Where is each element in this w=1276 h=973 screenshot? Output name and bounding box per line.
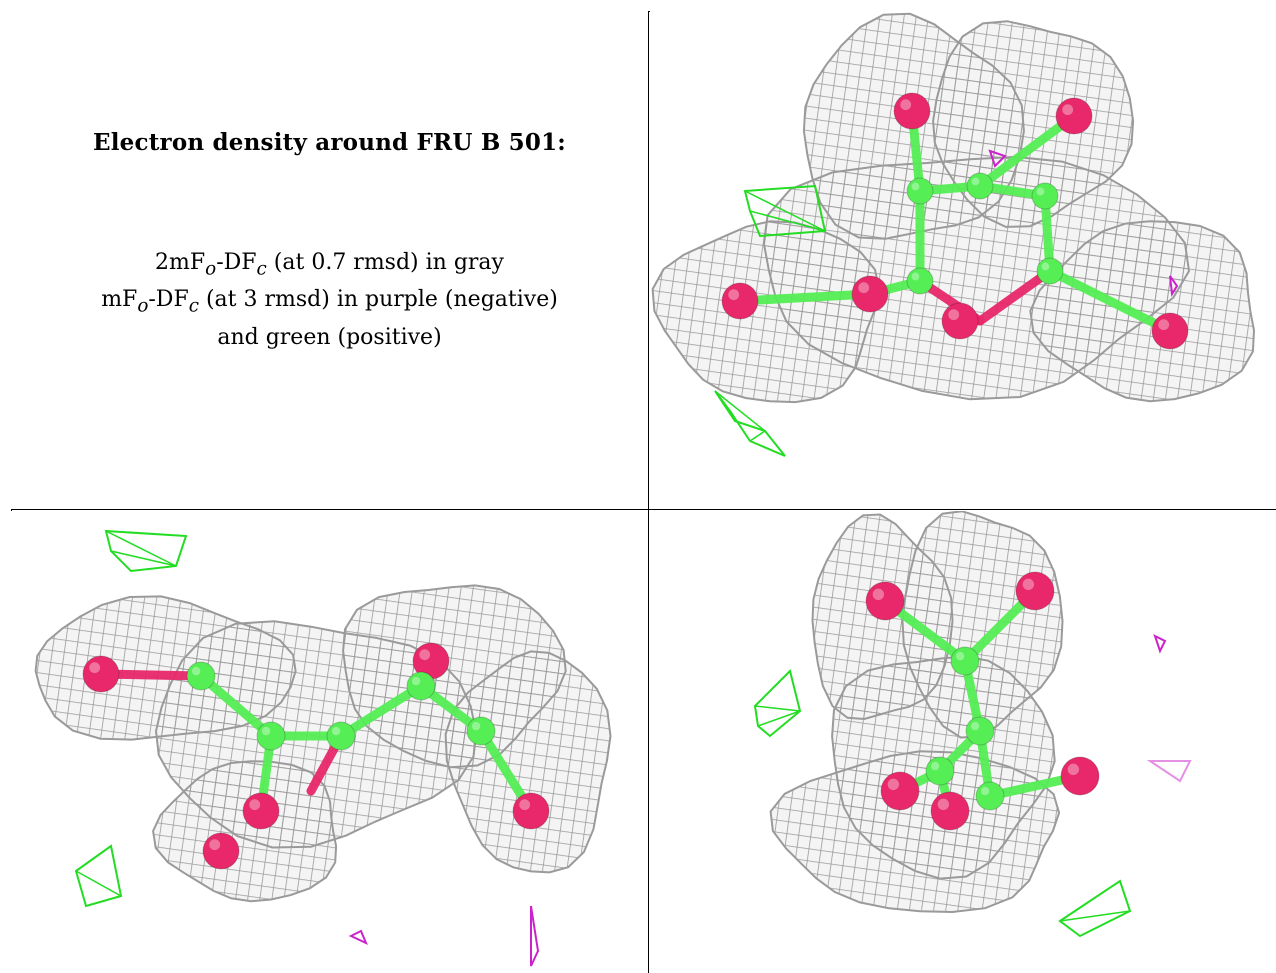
caption-legend: 2mFo-DFc (at 0.7 rmsd) in gray mFo-DFc (… (11, 247, 648, 353)
legend-2fofc: 2mFo-DFc (at 0.7 rmsd) in gray (155, 250, 504, 280)
divider-vertical (648, 11, 649, 973)
density-mesh-view (34, 529, 612, 967)
view-bottom-left (11, 511, 648, 973)
view-bottom-right (650, 511, 1276, 973)
density-mesh-view (753, 511, 1192, 938)
caption-title: Electron density around FRU B 501: (93, 129, 566, 156)
divider-horizontal (11, 509, 1276, 510)
legend-positive: and green (positive) (217, 324, 442, 350)
view-top-right (650, 11, 1276, 509)
legend-fofc: mFo-DFc (at 3 rmsd) in purple (negative) (101, 287, 558, 317)
caption: Electron density around FRU B 501: 2mFo-… (11, 11, 648, 509)
density-mesh-view (651, 12, 1256, 457)
caption-cell: Electron density around FRU B 501: 2mFo-… (11, 11, 648, 509)
